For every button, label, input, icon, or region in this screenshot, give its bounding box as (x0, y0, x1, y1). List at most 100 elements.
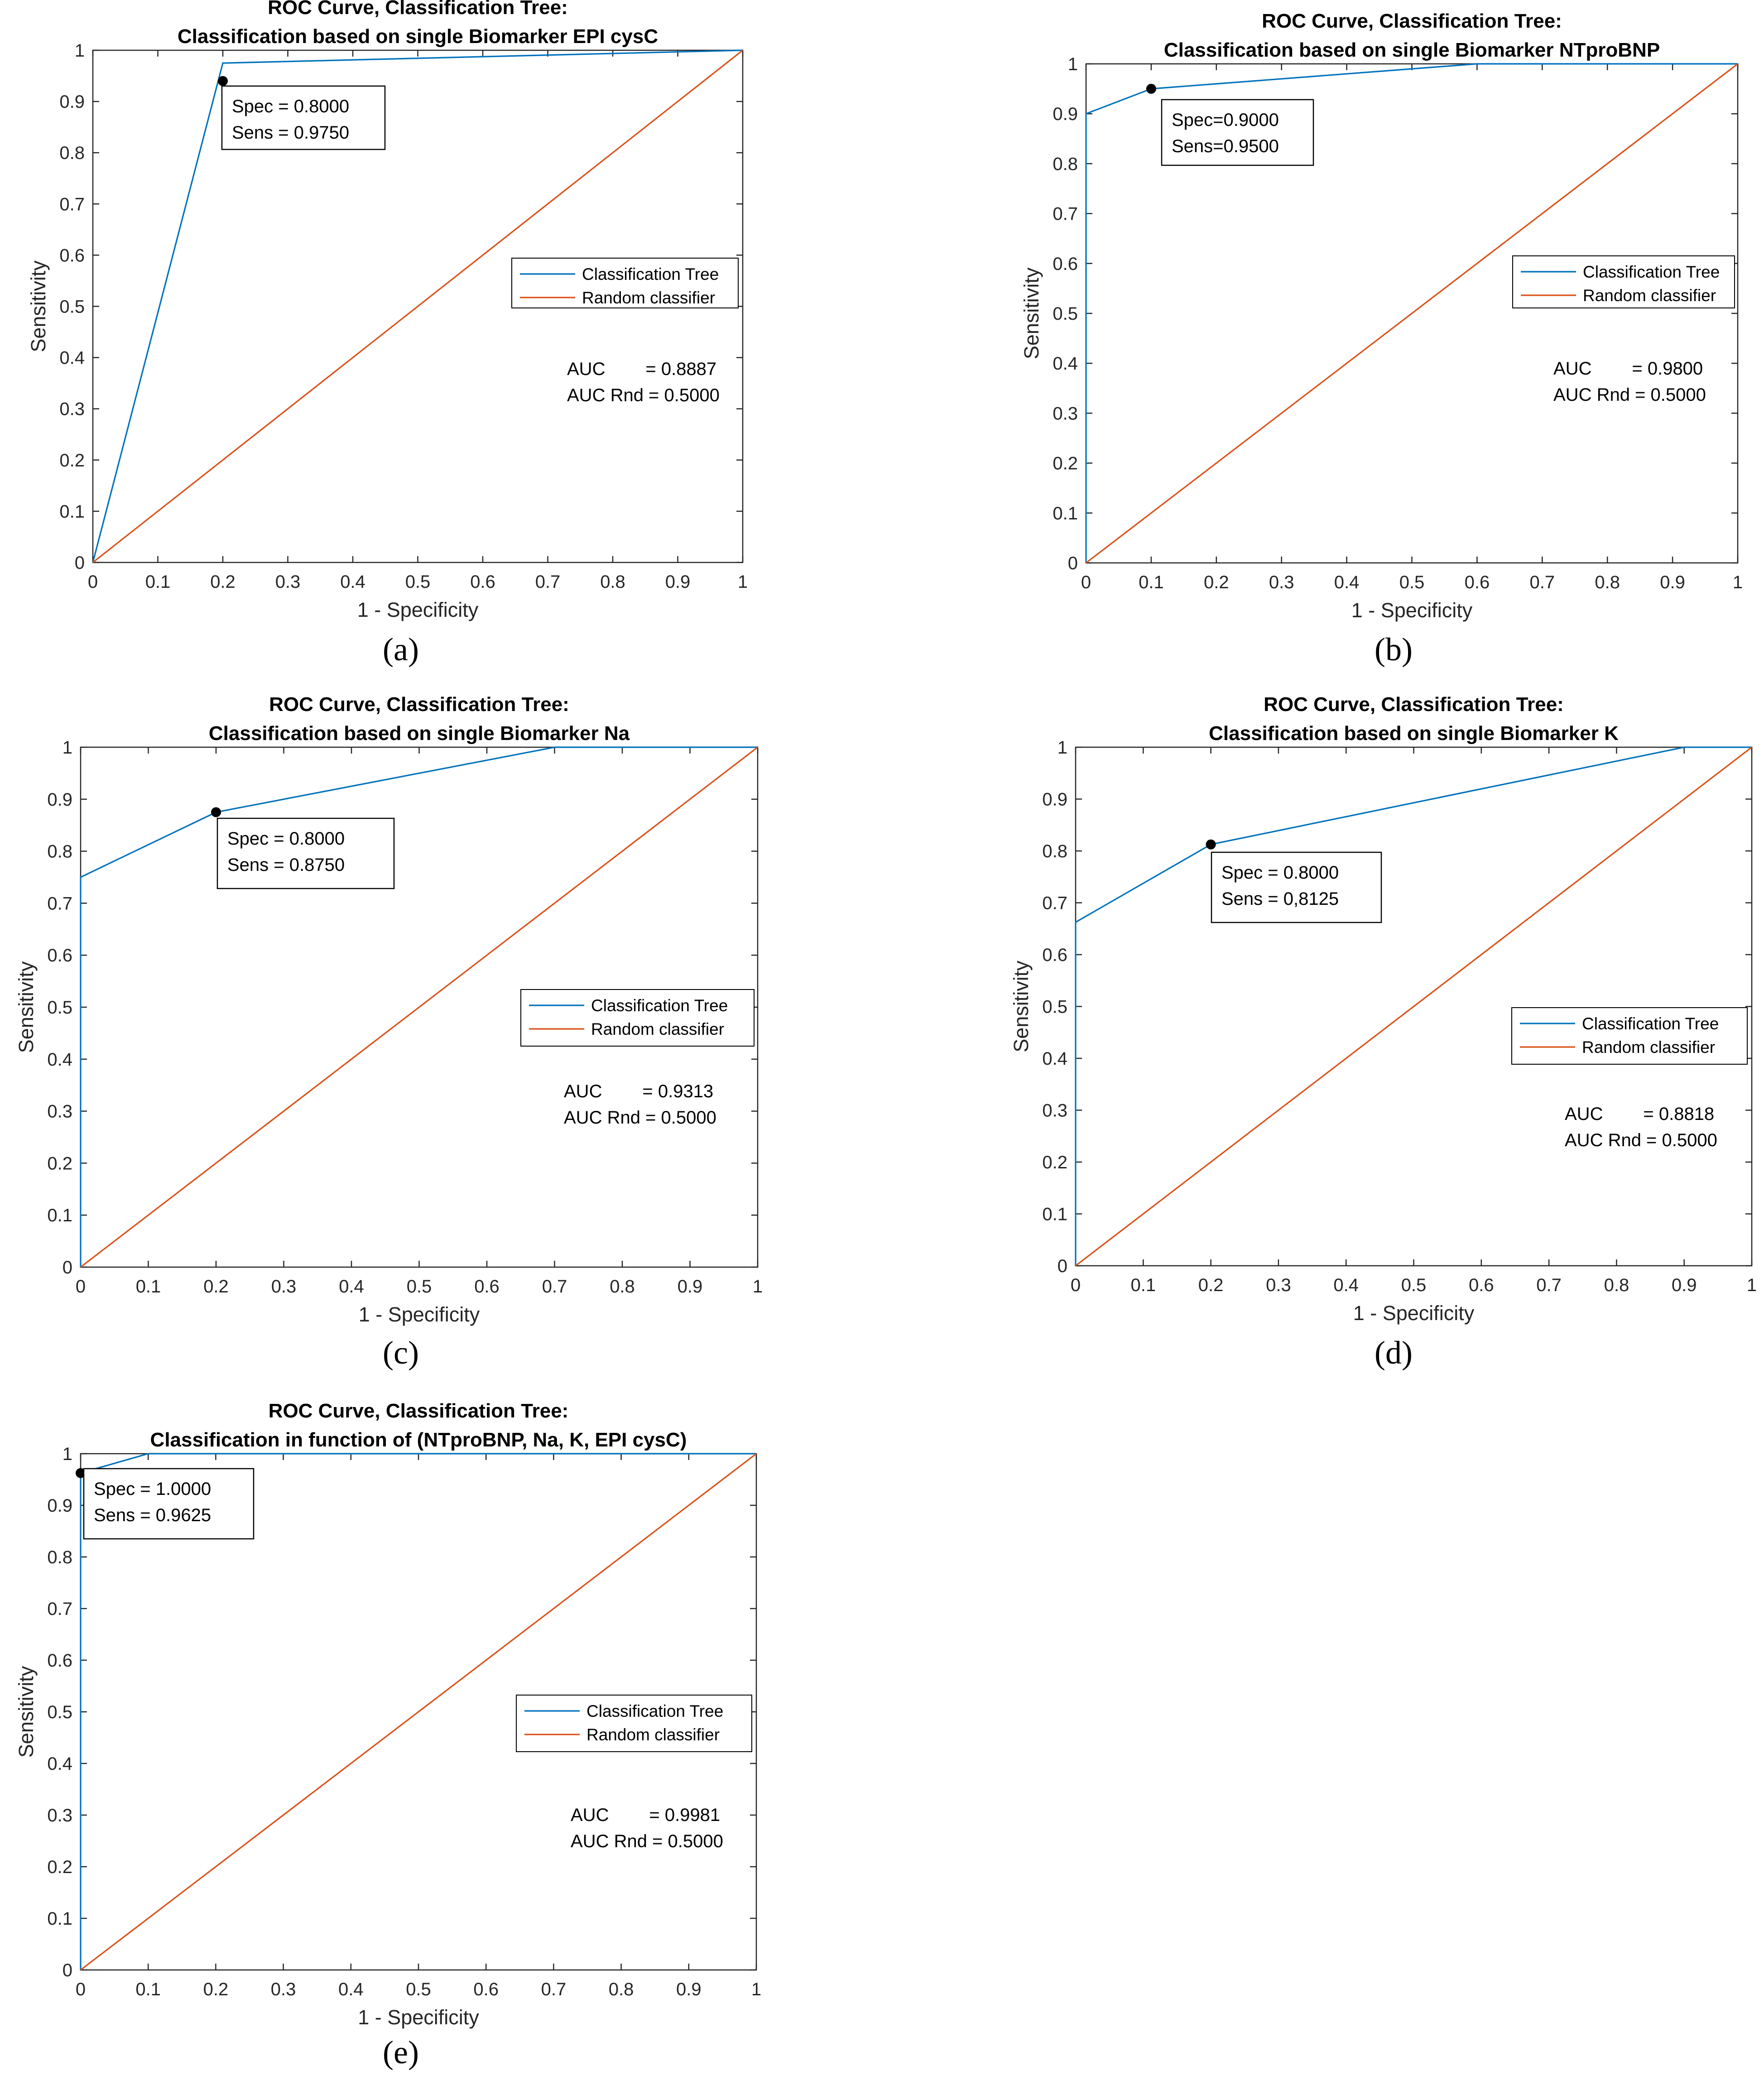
x-tick-label: 0.6 (1469, 1275, 1494, 1295)
x-tick-label: 1 (1733, 572, 1743, 592)
legend (520, 989, 755, 1047)
legend (511, 258, 739, 308)
y-tick-label: 0.6 (1053, 254, 1078, 274)
y-tick-label: 0.4 (59, 348, 85, 368)
x-tick-label: 0.3 (1269, 572, 1294, 592)
panel-caption: (a) (383, 631, 419, 668)
y-tick-label: 0.1 (47, 1206, 72, 1225)
chart-title-line: Classification in function of (NTproBNP,… (150, 1429, 687, 1451)
annotation-text: Spec = 1.0000 (94, 1479, 211, 1499)
panel-caption: (b) (1375, 631, 1413, 668)
x-tick-label: 0.8 (1604, 1275, 1629, 1295)
legend-entry: Classification Tree (1583, 263, 1720, 281)
x-tick-label: 0.8 (600, 572, 625, 592)
x-tick-label: 0 (76, 1979, 86, 1999)
y-tick-label: 0.3 (47, 1806, 72, 1825)
legend-entry: Classification Tree (591, 996, 728, 1015)
y-axis-label: Sensitivity (1009, 961, 1033, 1052)
x-tick-label: 0.4 (1333, 1275, 1359, 1295)
x-tick-label: 0.2 (203, 1979, 229, 1999)
annotation-text: Sens = 0.9750 (232, 123, 349, 143)
annotation-text: Sens = 0,8125 (1221, 889, 1339, 909)
y-tick-label: 0.5 (1042, 997, 1067, 1017)
y-tick-label: 0.5 (59, 297, 85, 317)
annotation-box (83, 1468, 255, 1540)
legend-entry: Classification Tree (582, 265, 719, 283)
annotation-text: Sens=0.9500 (1172, 136, 1279, 156)
x-tick-label: 0.1 (1130, 1275, 1156, 1295)
x-tick-label: 0.4 (340, 572, 365, 592)
y-tick-label: 0.9 (1053, 104, 1078, 124)
y-tick-label: 0 (62, 1258, 72, 1278)
annotation-box (216, 817, 395, 889)
x-tick-label: 0.8 (1595, 572, 1620, 592)
x-tick-label: 0.5 (406, 1979, 431, 1999)
y-tick-label: 0.9 (47, 1496, 72, 1516)
x-tick-label: 0.7 (541, 1979, 567, 1999)
random-classifier-line (80, 1453, 757, 1971)
y-tick-label: 1 (75, 41, 85, 61)
operating-point (211, 807, 221, 817)
x-tick-label: 0 (76, 1277, 86, 1297)
x-tick-label: 0.7 (535, 572, 561, 592)
y-tick-label: 0.2 (59, 451, 85, 471)
x-tick-label: 1 (753, 1277, 763, 1297)
y-axis-label: Sensitivity (1020, 267, 1043, 359)
x-tick-label: 0.5 (1399, 572, 1425, 592)
annotation-box (221, 85, 386, 150)
y-tick-label: 0.3 (1042, 1101, 1067, 1121)
chart-title-line: Classification based on single Biomarker… (1164, 39, 1660, 61)
legend-entry: Random classifier (591, 1020, 724, 1038)
auc-text: AUC Rnd = 0.5000 (564, 1108, 716, 1128)
x-tick-label: 0.2 (210, 572, 236, 592)
x-tick-label: 0.6 (474, 1277, 500, 1297)
random-classifier-line (1086, 63, 1738, 564)
chart-title-line: ROC Curve, Classification Tree: (1264, 693, 1564, 716)
legend-entry: Random classifier (586, 1725, 720, 1744)
x-tick-label: 0.2 (1198, 1275, 1224, 1295)
auc-text: AUC = 0.9313 (564, 1081, 713, 1101)
y-tick-label: 0.3 (47, 1102, 72, 1122)
x-tick-label: 0.5 (407, 1277, 432, 1297)
y-tick-label: 0.5 (47, 1702, 72, 1722)
x-tick-label: 0.1 (145, 572, 171, 592)
x-tick-label: 0.4 (1334, 572, 1360, 592)
y-tick-label: 0 (75, 553, 85, 573)
y-tick-label: 0.5 (1053, 304, 1078, 324)
y-tick-label: 0.7 (1042, 893, 1067, 913)
chart-title-line: Classification based on single Biomarker… (1209, 722, 1619, 745)
annotation-text: Spec = 0.8000 (227, 829, 345, 849)
x-tick-label: 0.8 (609, 1979, 634, 1999)
y-tick-label: 0.1 (1053, 504, 1078, 524)
panel-caption: (d) (1375, 1335, 1413, 1371)
x-tick-label: 0.7 (542, 1277, 567, 1297)
chart-title-line: ROC Curve, Classification Tree: (268, 0, 568, 19)
y-tick-label: 0.6 (59, 245, 85, 265)
y-tick-label: 0.3 (1053, 404, 1078, 423)
x-axis-label: 1 - Specificity (1351, 599, 1473, 622)
y-tick-label: 0.8 (47, 842, 72, 862)
chart-title-line: Classification based on single Biomarker… (209, 722, 630, 745)
x-tick-label: 0.6 (1465, 572, 1490, 592)
y-tick-label: 0.4 (1042, 1049, 1067, 1069)
y-axis-label: Sensitivity (27, 260, 50, 352)
y-tick-label: 0.7 (1053, 204, 1078, 224)
x-axis-label: 1 - Specificity (358, 2006, 479, 2029)
x-tick-label: 0.7 (1529, 572, 1555, 592)
x-tick-label: 0.5 (1401, 1275, 1427, 1295)
y-tick-label: 0 (1057, 1256, 1067, 1276)
x-tick-label: 0.9 (1660, 572, 1685, 592)
legend (1511, 1007, 1748, 1065)
legend-entry: Random classifier (1582, 1038, 1715, 1057)
x-tick-label: 0.4 (338, 1979, 364, 1999)
x-tick-label: 0.9 (1672, 1275, 1697, 1295)
x-tick-label: 0.6 (473, 1979, 499, 1999)
y-tick-label: 0.5 (47, 998, 72, 1018)
x-tick-label: 1 (738, 572, 748, 592)
x-tick-label: 1 (1747, 1275, 1757, 1295)
chart-title-line: Classification based on single Biomarker… (178, 25, 658, 48)
annotation-box (1211, 851, 1382, 923)
y-tick-label: 0.7 (47, 1599, 72, 1619)
x-tick-label: 1 (751, 1979, 761, 1999)
